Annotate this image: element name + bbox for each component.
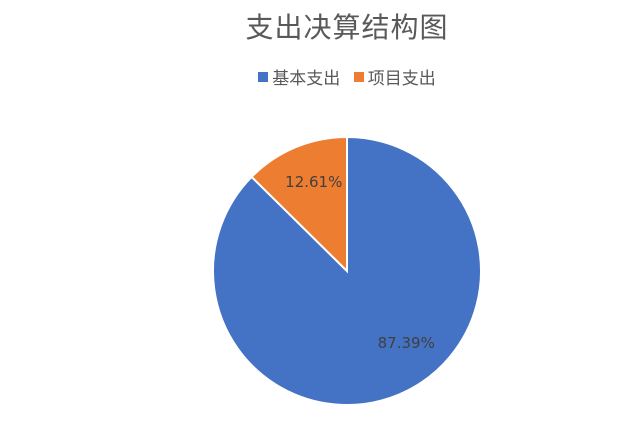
legend-swatch: [258, 71, 269, 82]
pie-slice-1: [250, 135, 348, 274]
data-label-0: 87.39%: [378, 334, 435, 352]
legend-swatch: [353, 71, 364, 82]
chart-title: 支出决算结构图: [245, 11, 449, 44]
legend-item-basic: 基本支出: [258, 64, 340, 89]
legend-item-project: 项目支出: [353, 64, 436, 89]
legend: 基本支出 项目支出: [0, 64, 640, 89]
legend-label: 项目支出: [367, 69, 436, 89]
data-label-1: 12.61%: [285, 173, 342, 191]
legend-label: 基本支出: [272, 69, 341, 89]
